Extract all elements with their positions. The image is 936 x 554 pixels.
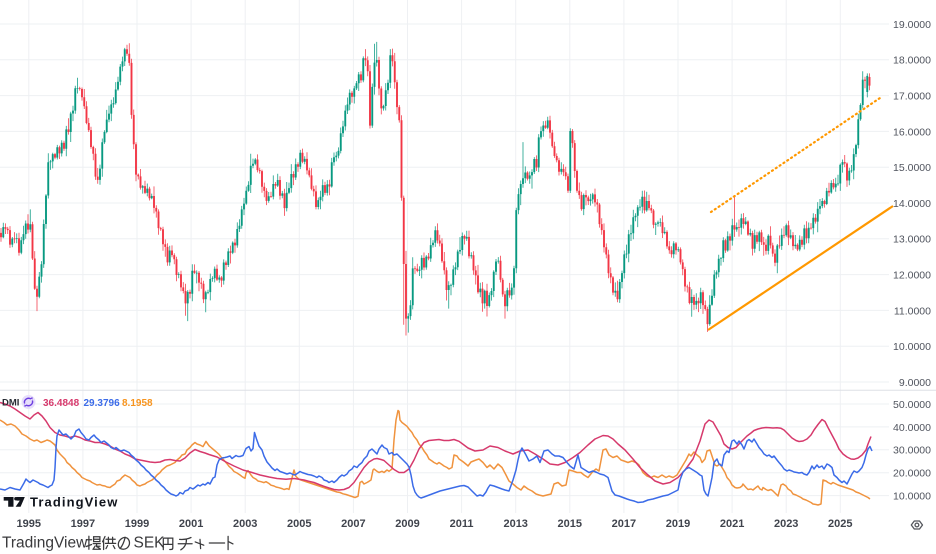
- svg-text:2013: 2013: [503, 518, 527, 530]
- svg-text:20.0000: 20.0000: [893, 468, 931, 480]
- svg-text:18.0000: 18.0000: [893, 55, 931, 67]
- svg-text:16.0000: 16.0000: [893, 126, 931, 138]
- svg-text:36.4848: 36.4848: [43, 398, 80, 409]
- svg-text:2001: 2001: [179, 518, 203, 530]
- svg-text:DMI: DMI: [2, 398, 19, 409]
- svg-text:1999: 1999: [125, 518, 149, 530]
- svg-text:30.0000: 30.0000: [893, 445, 931, 457]
- svg-text:2021: 2021: [720, 518, 744, 530]
- svg-text:2003: 2003: [233, 518, 257, 530]
- svg-text:9.0000: 9.0000: [899, 377, 931, 389]
- svg-text:TradingView: TradingView: [2, 534, 88, 551]
- svg-text:12.0000: 12.0000: [893, 270, 931, 282]
- svg-text:29.3796: 29.3796: [84, 398, 121, 409]
- svg-text:11.0000: 11.0000: [894, 305, 931, 317]
- svg-text:14.0000: 14.0000: [893, 198, 931, 210]
- svg-text:10.0000: 10.0000: [893, 341, 931, 353]
- svg-text:2023: 2023: [774, 518, 798, 530]
- svg-text:2019: 2019: [666, 518, 690, 530]
- svg-text:17.0000: 17.0000: [893, 91, 931, 103]
- svg-text:2009: 2009: [395, 518, 419, 530]
- svg-text:2015: 2015: [558, 518, 582, 530]
- svg-text:40.0000: 40.0000: [893, 422, 931, 434]
- svg-text:19.0000: 19.0000: [893, 19, 931, 31]
- svg-text:8.1958: 8.1958: [122, 398, 153, 409]
- svg-text:2007: 2007: [341, 518, 365, 530]
- svg-text:15.0000: 15.0000: [893, 162, 931, 174]
- svg-text:50.0000: 50.0000: [893, 399, 931, 411]
- svg-text:TradingView: TradingView: [30, 495, 118, 510]
- svg-text:1995: 1995: [17, 518, 41, 530]
- svg-text:13.0000: 13.0000: [893, 234, 931, 246]
- svg-text:10.0000: 10.0000: [893, 491, 931, 503]
- svg-text:2025: 2025: [828, 518, 852, 530]
- svg-text:1997: 1997: [71, 518, 95, 530]
- svg-text:2017: 2017: [612, 518, 636, 530]
- svg-text:SEK: SEK: [134, 534, 166, 551]
- svg-text:2011: 2011: [450, 518, 474, 530]
- svg-text:2005: 2005: [287, 518, 311, 530]
